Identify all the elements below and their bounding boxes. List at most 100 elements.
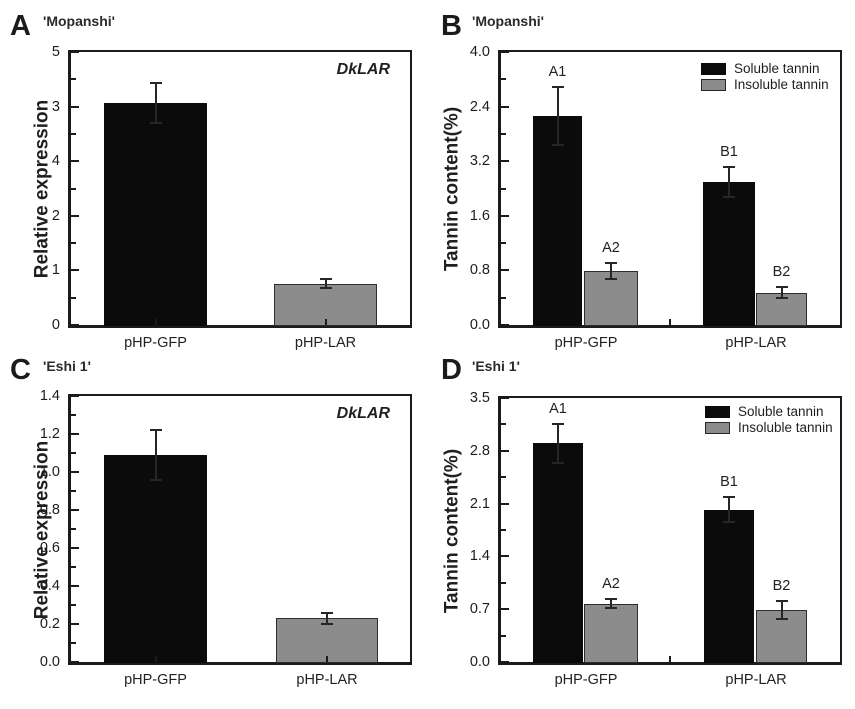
- error-bar: [780, 287, 783, 299]
- error-bar-cap: [605, 598, 617, 601]
- y-minor-tick: [501, 476, 506, 479]
- legend-swatch-black: [701, 63, 726, 75]
- error-bar-cap: [319, 286, 332, 289]
- y-major-tick: [501, 502, 509, 505]
- y-tick-label: 1.0: [39, 464, 60, 480]
- error-bar-cap: [552, 461, 564, 464]
- error-bar-cap: [319, 278, 332, 281]
- legend-label: Insoluble tannin: [734, 77, 829, 92]
- y-minor-tick: [71, 642, 76, 644]
- y-minor-tick: [501, 242, 506, 245]
- x-category-label: pHP-GFP: [124, 335, 187, 351]
- y-minor-tick: [71, 414, 76, 416]
- error-bar: [326, 612, 328, 624]
- error-bar: [557, 423, 559, 463]
- y-tick-label: 3.5: [469, 390, 490, 406]
- legend-swatch-gray: [705, 422, 730, 434]
- legend-item: Insoluble tannin: [701, 77, 829, 92]
- bar-black-pHP-LAR: [703, 182, 755, 326]
- y-major-tick: [71, 623, 79, 625]
- error-bar-cap: [775, 618, 788, 620]
- error-bar-cap: [723, 196, 735, 199]
- panel-letter: A: [10, 10, 31, 42]
- y-minor-tick: [71, 528, 76, 530]
- x-tick: [669, 656, 671, 662]
- y-tick-label: 3.2: [469, 153, 490, 170]
- significance-label: A2: [602, 239, 620, 256]
- y-tick-label: 0.8: [469, 262, 490, 279]
- x-category-label: pHP-LAR: [294, 335, 357, 351]
- error-bar: [780, 600, 783, 619]
- y-minor-tick: [71, 242, 76, 245]
- legend-swatch-black: [705, 406, 730, 418]
- y-tick-label: 0.0: [469, 654, 490, 670]
- error-bar: [728, 167, 730, 198]
- error-bar-cap: [321, 623, 333, 625]
- bar-black-pHP-GFP: [533, 443, 583, 663]
- error-bar: [154, 82, 157, 123]
- y-major-tick: [501, 608, 509, 611]
- y-major-tick: [71, 269, 79, 272]
- x-category-label: pHP-LAR: [725, 335, 787, 351]
- error-bar-cap: [149, 429, 162, 432]
- panel-title: 'Eshi 1': [43, 358, 91, 374]
- significance-label: B1: [720, 473, 738, 490]
- y-minor-tick: [501, 634, 506, 637]
- legend-swatch-gray: [701, 79, 726, 91]
- gene-label: DkLAR: [336, 61, 390, 78]
- y-minor-tick: [71, 604, 76, 606]
- x-category-label: pHP-GFP: [554, 672, 618, 688]
- y-major-tick: [71, 214, 79, 217]
- error-bar-cap: [321, 611, 333, 614]
- y-major-tick: [501, 51, 509, 53]
- x-tick: [154, 656, 157, 662]
- y-tick-label: 4.0: [469, 44, 490, 60]
- error-bar-cap: [149, 121, 162, 124]
- legend: Soluble tannin Insoluble tannin: [701, 62, 829, 92]
- error-bar-cap: [551, 143, 564, 146]
- y-major-tick: [501, 397, 509, 399]
- y-tick-label: 0.6: [39, 540, 60, 556]
- error-bar-cap: [149, 81, 162, 84]
- y-tick-label: 0.0: [469, 317, 490, 333]
- y-tick-label: 2.4: [469, 98, 490, 115]
- x-tick: [324, 319, 327, 325]
- x-tick: [669, 319, 671, 325]
- y-tick-label: 1.4: [469, 548, 490, 565]
- legend: Soluble tannin Insoluble tannin: [705, 405, 833, 435]
- error-bar: [324, 279, 327, 288]
- significance-label: B1: [720, 144, 738, 161]
- panel-letter: B: [441, 10, 462, 42]
- panel-title: 'Mopanshi': [43, 13, 115, 29]
- panel-title: 'Eshi 1': [472, 358, 520, 374]
- y-tick-label: 1.6: [469, 207, 490, 224]
- error-bar: [728, 496, 730, 523]
- y-minor-tick: [501, 187, 506, 190]
- y-tick-label: 0.2: [39, 616, 60, 632]
- y-major-tick: [71, 433, 79, 435]
- significance-label: B2: [772, 577, 791, 594]
- x-category-label: pHP-LAR: [725, 672, 787, 688]
- y-minor-tick: [501, 296, 506, 299]
- y-tick-label: 1.2: [39, 426, 60, 442]
- y-major-tick: [501, 661, 509, 663]
- y-minor-tick: [71, 566, 76, 568]
- legend-item: Soluble tannin: [701, 62, 829, 75]
- bar-black-pHP-GFP: [104, 102, 207, 326]
- x-category-label: pHP-GFP: [124, 672, 187, 688]
- y-tick-label: 1: [51, 262, 60, 279]
- y-tick-label: 2.1: [469, 495, 490, 512]
- significance-label: A1: [548, 64, 567, 81]
- bar-black-pHP-LAR: [704, 509, 754, 663]
- y-tick-label: 5: [51, 44, 60, 60]
- y-major-tick: [501, 449, 509, 452]
- error-bar-cap: [723, 521, 735, 524]
- legend-label: Insoluble tannin: [738, 420, 833, 435]
- x-tick: [326, 656, 328, 662]
- significance-label: B2: [772, 264, 791, 281]
- x-tick: [154, 319, 157, 325]
- y-major-tick: [501, 214, 509, 217]
- error-bar: [610, 599, 612, 609]
- y-tick-label: 4: [51, 153, 60, 170]
- bar-black-pHP-GFP: [104, 454, 207, 663]
